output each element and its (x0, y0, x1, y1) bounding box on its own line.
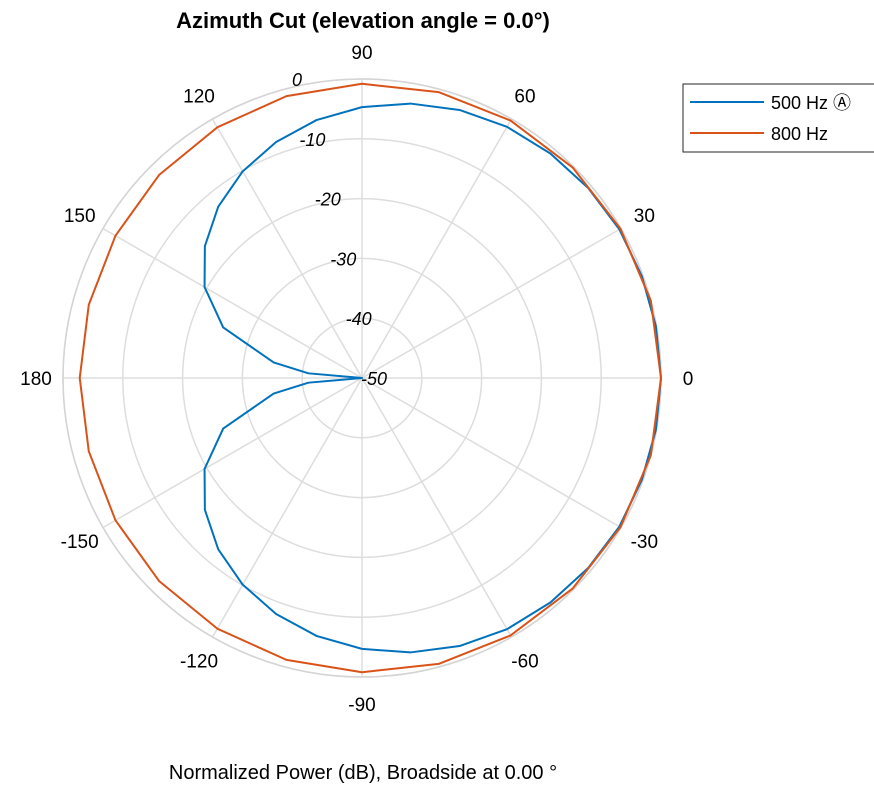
angle-tick-label: 150 (64, 206, 96, 227)
grid-spoke-120 (211, 118, 363, 379)
radial-tick-label: -30 (330, 249, 356, 269)
angle-tick-label: 60 (514, 87, 535, 108)
series-line-500-hz (203, 102, 662, 654)
grid-spoke-60 (361, 118, 513, 379)
legend-label-500-hz[interactable]: 500 Hz Ⓐ (771, 93, 851, 113)
angle-tick-label: -60 (511, 651, 538, 672)
angle-tick-label: 120 (183, 87, 215, 108)
chart-title: Azimuth Cut (elevation angle = 0.0°) (176, 8, 550, 33)
grid-spoke--150 (102, 377, 363, 529)
radial-tick-label: -20 (315, 190, 341, 210)
axis-labels: 0 -10 -20 -30 -40 -50 0 30 60 90 120 150 180 -150 -120… (20, 43, 693, 716)
legend-box (682, 83, 874, 153)
data-curves (78, 82, 662, 674)
legend[interactable]: 500 Hz Ⓐ 800 Hz (682, 83, 874, 153)
legend-label-800-hz[interactable]: 800 Hz (771, 124, 828, 144)
polar-grid (62, 78, 662, 678)
grid-spoke--60 (361, 377, 513, 638)
series-line-800-hz (78, 82, 662, 674)
radial-tick-label: 0 (292, 70, 302, 90)
angle-tick-label: -30 (631, 532, 658, 553)
chart-caption: Normalized Power (dB), Broadside at 0.00… (169, 762, 557, 784)
radial-tick-label: -10 (299, 130, 325, 150)
grid-spoke--120 (211, 377, 363, 638)
angle-tick-label: -150 (61, 532, 99, 553)
grid-spoke-30 (361, 227, 622, 379)
angle-tick-label: -120 (180, 651, 218, 672)
angle-tick-label: 180 (20, 369, 52, 390)
grid-spoke--30 (361, 377, 622, 529)
grid-spoke-150 (102, 227, 363, 379)
angle-tick-label: 0 (683, 369, 694, 390)
angle-tick-label: -90 (348, 695, 375, 716)
radial-tick-label: -50 (361, 369, 387, 389)
radial-tick-label: -40 (346, 309, 372, 329)
angle-tick-label: 90 (351, 43, 372, 64)
angle-tick-label: 30 (634, 206, 655, 227)
